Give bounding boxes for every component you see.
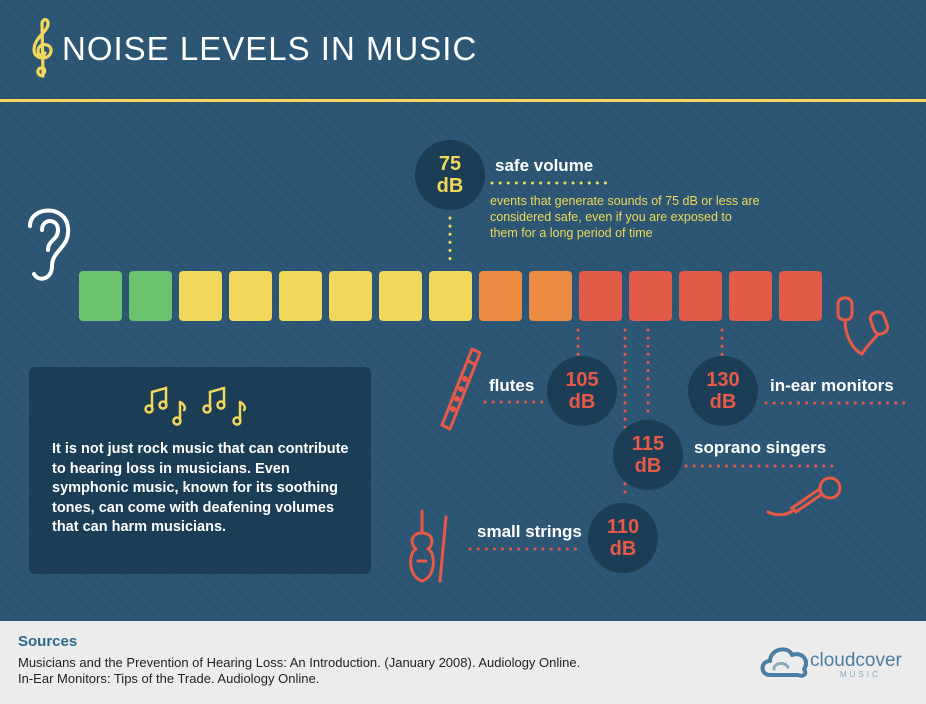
brand-name: cloudcover <box>810 650 902 671</box>
scale-segment-yellow <box>179 271 222 321</box>
scale-segment-orange <box>479 271 522 321</box>
scale-segment-yellow <box>429 271 472 321</box>
scale-segment-yellow <box>279 271 322 321</box>
info-text: It is not just rock music that can contr… <box>52 441 349 535</box>
sources-title: Sources <box>18 633 78 650</box>
marker-105db: 105 dB <box>547 356 617 426</box>
page-title: NOISE LEVELS IN MUSIC <box>62 30 478 67</box>
marker-value: 130 <box>706 369 740 391</box>
marker-value: 75 <box>438 153 462 175</box>
scale-segment-green <box>79 271 122 321</box>
flutes-label: flutes <box>489 376 535 395</box>
scale-segment-yellow <box>229 271 272 321</box>
marker-110db: 110 dB <box>588 503 658 573</box>
violin-icon <box>409 509 448 583</box>
scale-segment-red <box>679 271 722 321</box>
scale-segment-red <box>779 271 822 321</box>
safe-volume-label: safe volume <box>495 156 594 175</box>
recorder-flute-icon <box>440 347 482 431</box>
marker-unit: dB <box>568 391 596 413</box>
source-item: In-Ear Monitors: Tips of the Trade. Audi… <box>18 671 320 686</box>
source-item: Musicians and the Prevention of Hearing … <box>18 655 581 670</box>
treble-clef-icon <box>32 18 53 78</box>
scale-segment-yellow <box>379 271 422 321</box>
ear-icon <box>28 208 71 281</box>
soprano-singers-label: soprano singers <box>694 438 827 457</box>
marker-130db: 130 dB <box>688 356 758 426</box>
marker-unit: dB <box>634 455 662 477</box>
scale-segment-red <box>729 271 772 321</box>
info-panel <box>29 367 371 574</box>
marker-value: 110 <box>606 516 640 538</box>
in-ear-monitors-label: in-ear monitors <box>770 376 894 395</box>
small-strings-label: small strings <box>477 522 582 541</box>
marker-75db: 75 dB <box>415 140 485 210</box>
marker-115db: 115 dB <box>613 420 683 490</box>
microphone-icon <box>766 476 842 517</box>
scale-segment-red <box>579 271 622 321</box>
marker-unit: dB <box>436 175 464 197</box>
sources-section <box>0 621 926 704</box>
marker-value: 115 <box>631 433 665 455</box>
earbuds-icon <box>836 296 890 356</box>
cloud-logo-icon <box>760 647 809 678</box>
scale-segment-yellow <box>329 271 372 321</box>
safe-volume-description: events that generate sounds of 75 dB or … <box>490 194 760 240</box>
scale-segment-orange <box>529 271 572 321</box>
marker-value: 105 <box>565 369 599 391</box>
marker-unit: dB <box>709 391 737 413</box>
scale-segment-red <box>629 271 672 321</box>
marker-unit: dB <box>609 538 637 560</box>
brand-subtitle: MUSIC <box>840 670 881 679</box>
title-divider <box>0 99 926 102</box>
scale-segment-green <box>129 271 172 321</box>
music-notes-icon <box>144 386 247 426</box>
